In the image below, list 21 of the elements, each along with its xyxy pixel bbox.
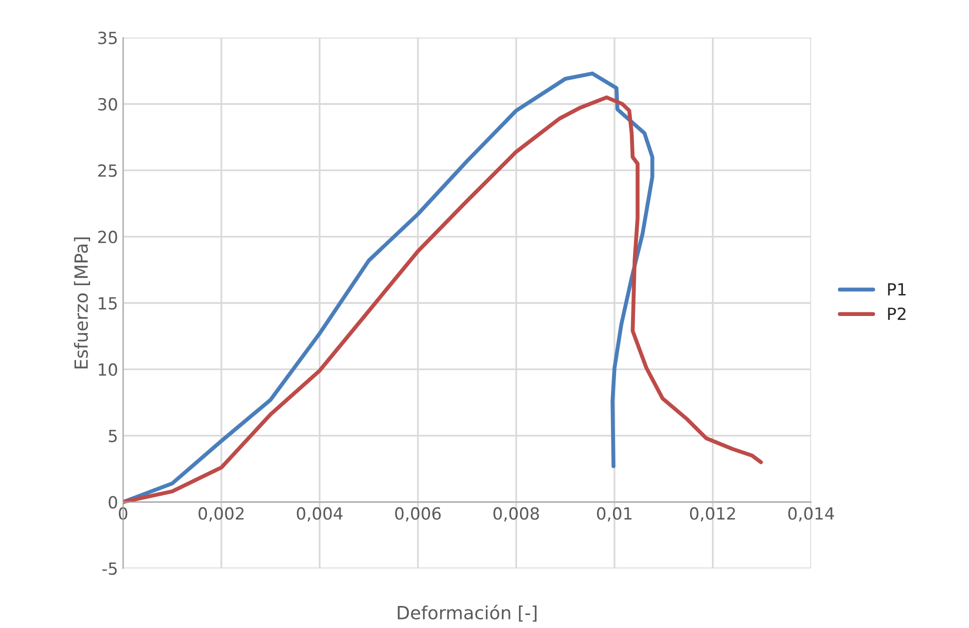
y-tick-label: 30 [98,98,118,111]
x-tick-label: 0,006 [395,507,441,522]
y-tick-label: 20 [98,230,118,244]
line-series [123,95,763,504]
x-axis-title: Deformación [-] [398,604,536,622]
y-tick-label: 35 [98,32,117,44]
x-tick-label: 0,002 [198,507,244,522]
y-tick-label: 25 [98,164,117,177]
x-tick-label: 0,008 [493,507,539,522]
legend-label: P2 [888,307,906,320]
y-tick-label: 10 [98,363,118,376]
y-tick-label: 0 [108,496,118,509]
x-tick-label: 0,004 [296,507,343,522]
x-tick-label: 0,012 [690,507,735,522]
y-tick-label: 5 [108,430,117,442]
y-tick-label: -5 [102,562,117,575]
y-axis-title: Esfuerzo [MPa] [74,237,90,368]
y-tick-label: 15 [98,297,117,310]
x-tick-label: 0,014 [788,507,834,522]
x-tick-label: 0,01 [597,507,632,522]
legend-label: P1 [888,283,906,296]
